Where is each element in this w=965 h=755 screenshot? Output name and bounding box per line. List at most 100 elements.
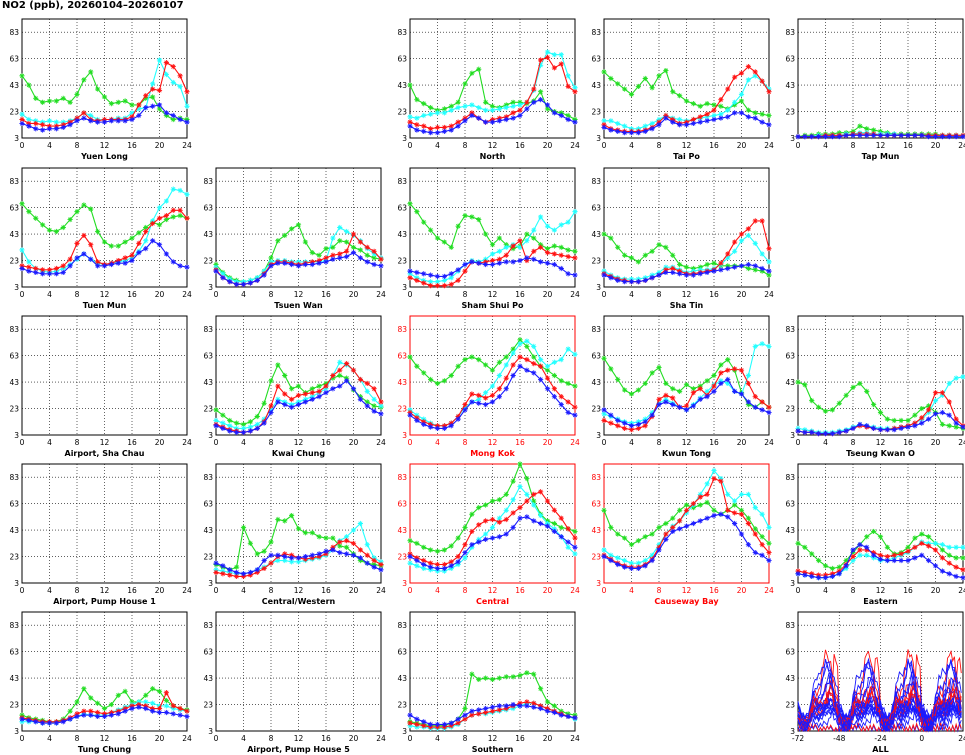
data-point xyxy=(469,712,475,718)
series-line-cyan xyxy=(409,340,576,427)
data-point xyxy=(156,709,163,716)
data-point xyxy=(635,421,641,428)
data-point xyxy=(136,230,142,236)
x-tick-label: 20 xyxy=(737,141,747,150)
data-point xyxy=(622,425,628,431)
x-tick-label: 8 xyxy=(851,586,856,595)
data-point xyxy=(455,535,461,541)
all-series-line xyxy=(797,704,962,733)
x-tick-label: 24 xyxy=(958,141,965,150)
data-point xyxy=(364,552,370,558)
data-point xyxy=(170,186,176,192)
x-tick-label: 0 xyxy=(602,586,607,595)
y-tick-label: 63 xyxy=(591,500,601,509)
data-point xyxy=(496,519,502,525)
data-point xyxy=(622,535,628,541)
y-tick-label: 83 xyxy=(591,473,601,482)
x-tick-label: 0 xyxy=(214,438,219,447)
data-point xyxy=(628,565,635,572)
data-point xyxy=(939,409,945,416)
data-point xyxy=(156,215,163,221)
data-point xyxy=(136,240,142,246)
data-point xyxy=(350,231,357,237)
data-point xyxy=(738,263,745,269)
data-point xyxy=(448,123,454,129)
data-point xyxy=(295,399,302,405)
data-point xyxy=(615,128,621,134)
data-point xyxy=(544,367,551,373)
y-tick-label: 3 xyxy=(790,134,795,143)
data-point xyxy=(101,713,108,720)
data-point xyxy=(864,126,870,132)
data-point xyxy=(524,357,530,363)
data-point xyxy=(108,712,114,718)
panel-title: Tai Po xyxy=(673,152,700,161)
data-point xyxy=(628,276,635,282)
data-point xyxy=(766,540,772,546)
data-point xyxy=(601,407,607,413)
data-point xyxy=(170,116,176,123)
x-tick-label: -24 xyxy=(874,734,886,743)
x-tick-label: 16 xyxy=(709,586,719,595)
x-tick-label: 0 xyxy=(919,734,924,743)
data-point xyxy=(759,251,765,257)
data-point xyxy=(254,413,260,420)
data-point xyxy=(558,534,564,540)
data-point xyxy=(503,252,509,258)
data-point xyxy=(905,557,911,564)
data-point xyxy=(357,394,363,400)
data-point xyxy=(953,375,959,381)
plot-frame xyxy=(603,167,770,288)
data-point xyxy=(421,419,427,425)
y-tick-label: 23 xyxy=(397,108,407,117)
data-point xyxy=(857,547,863,553)
data-point xyxy=(407,723,413,729)
data-point xyxy=(323,383,329,389)
data-point xyxy=(531,700,537,706)
data-point xyxy=(635,565,641,572)
data-point xyxy=(67,119,73,125)
data-point xyxy=(857,123,863,129)
data-point xyxy=(690,116,696,123)
data-point xyxy=(745,401,751,408)
data-point xyxy=(572,712,578,718)
data-point xyxy=(469,528,475,535)
all-series-line xyxy=(797,672,962,727)
data-point xyxy=(496,256,502,262)
data-point xyxy=(95,228,101,235)
data-point xyxy=(898,417,904,424)
data-point xyxy=(622,564,628,570)
data-point xyxy=(136,102,142,108)
data-point xyxy=(690,265,696,272)
data-point xyxy=(697,271,703,277)
data-point xyxy=(364,252,370,258)
data-point xyxy=(122,239,128,245)
data-point xyxy=(227,423,233,429)
data-point xyxy=(551,394,557,400)
data-point xyxy=(156,688,163,694)
data-point xyxy=(378,561,384,568)
data-point xyxy=(448,271,454,277)
data-point xyxy=(489,119,496,125)
data-point xyxy=(101,263,108,269)
x-tick-label: 24 xyxy=(570,734,580,743)
data-point xyxy=(745,77,751,83)
data-point xyxy=(572,209,578,215)
data-point xyxy=(635,279,641,285)
data-point xyxy=(19,116,25,123)
data-point xyxy=(323,548,329,554)
data-point xyxy=(683,510,690,516)
data-point xyxy=(503,491,509,498)
x-tick-label: 8 xyxy=(463,141,468,150)
data-point xyxy=(19,247,25,253)
data-point xyxy=(95,713,101,720)
x-tick-label: 0 xyxy=(20,290,25,299)
y-tick-label: 63 xyxy=(397,352,407,361)
data-point xyxy=(551,65,557,71)
data-point xyxy=(683,382,690,388)
data-point xyxy=(469,544,475,550)
data-point xyxy=(656,524,662,531)
panel-title: Tseung Kwan O xyxy=(846,449,915,458)
